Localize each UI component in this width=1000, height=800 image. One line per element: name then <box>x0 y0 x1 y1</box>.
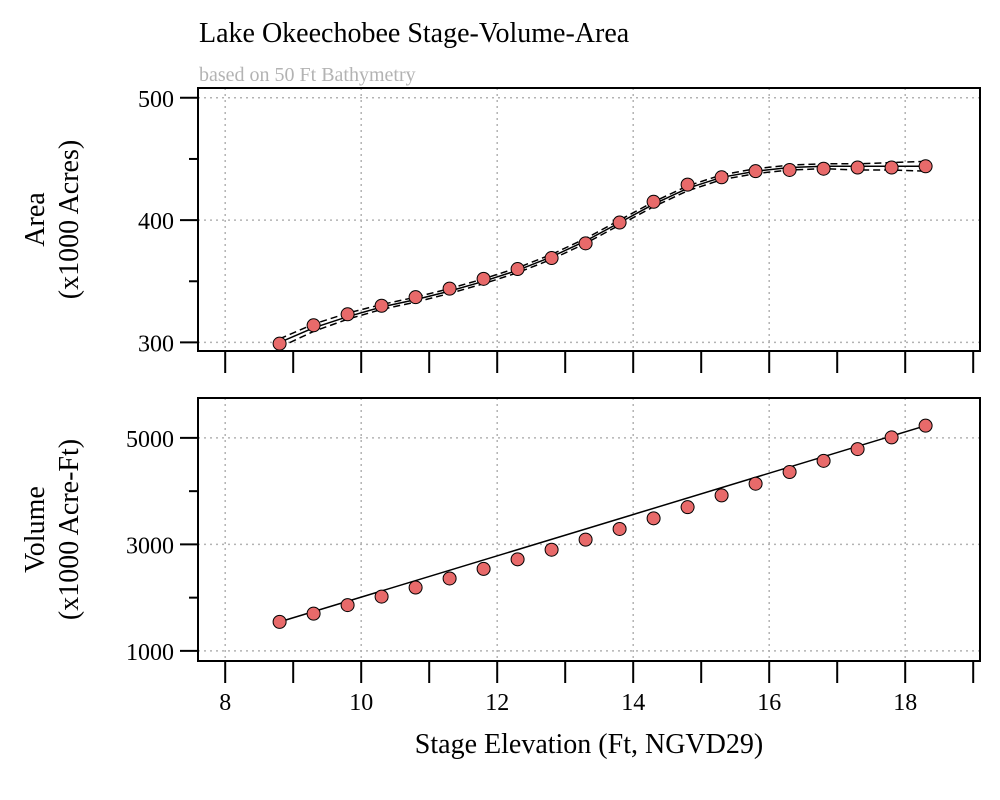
data-point <box>578 532 593 547</box>
data-point <box>476 271 491 286</box>
data-point <box>714 170 729 185</box>
data-point <box>850 442 865 457</box>
y-tick-label: 3000 <box>126 533 174 559</box>
data-point <box>374 589 389 604</box>
data-point <box>476 561 491 576</box>
lower-confidence-line <box>279 167 926 348</box>
data-point <box>646 511 661 526</box>
data-point <box>340 598 355 613</box>
chart-title: Lake Okeechobee Stage-Volume-Area <box>199 18 630 49</box>
data-point <box>748 476 763 491</box>
data-point <box>374 298 389 313</box>
y-axis-label: (x1000 Acre-Ft) <box>54 439 85 620</box>
data-point <box>782 465 797 480</box>
data-point <box>306 606 321 621</box>
x-tick-label: 10 <box>349 690 373 716</box>
chart-subtitle: based on 50 Ft Bathymetry <box>199 64 416 86</box>
data-point <box>850 160 865 175</box>
data-point <box>918 418 933 433</box>
y-tick-label: 5000 <box>126 427 174 453</box>
data-point <box>578 236 593 251</box>
y-tick-label: 300 <box>138 331 174 357</box>
data-point <box>680 500 695 515</box>
data-point <box>748 164 763 179</box>
fit-line <box>279 165 926 344</box>
data-point <box>544 251 559 266</box>
y-axis-label: Area <box>20 192 51 247</box>
data-point <box>510 262 525 277</box>
data-point <box>544 542 559 557</box>
data-point <box>442 281 457 296</box>
y-tick-label: 1000 <box>126 640 174 666</box>
data-point <box>340 307 355 322</box>
data-point <box>612 521 627 536</box>
plot-frame <box>197 397 981 662</box>
data-point <box>272 336 287 351</box>
data-point <box>714 488 729 503</box>
data-point <box>612 215 627 230</box>
data-point <box>306 318 321 333</box>
data-point <box>680 177 695 192</box>
volume-panel: 1000 3000 5000 8 10 12 14 16 18 Volume (x1000 Acre… <box>20 397 981 716</box>
y-axis-label: Volume <box>20 486 51 573</box>
x-axis-label: Stage Elevation (Ft, NGVD29) <box>415 729 763 760</box>
y-tick-label: 500 <box>138 87 174 113</box>
area-panel: 300 400 500 Area (x1000 Acres) <box>20 87 981 373</box>
x-tick-label: 8 <box>219 690 231 716</box>
data-point <box>884 430 899 445</box>
data-point <box>272 614 287 629</box>
x-tick-label: 14 <box>621 690 645 716</box>
data-point <box>816 161 831 176</box>
data-point <box>408 290 423 305</box>
data-point <box>816 453 831 468</box>
x-tick-label: 12 <box>485 690 509 716</box>
y-axis-label: (x1000 Acres) <box>54 140 85 299</box>
data-point <box>408 580 423 595</box>
y-tick-label: 400 <box>138 209 174 235</box>
x-tick-label: 18 <box>893 690 917 716</box>
data-point <box>646 194 661 209</box>
data-point <box>442 571 457 586</box>
data-point <box>782 162 797 177</box>
x-tick-label: 16 <box>757 690 781 716</box>
data-point <box>884 160 899 175</box>
data-point <box>510 552 525 567</box>
upper-confidence-line <box>279 160 926 340</box>
data-point <box>918 159 933 174</box>
